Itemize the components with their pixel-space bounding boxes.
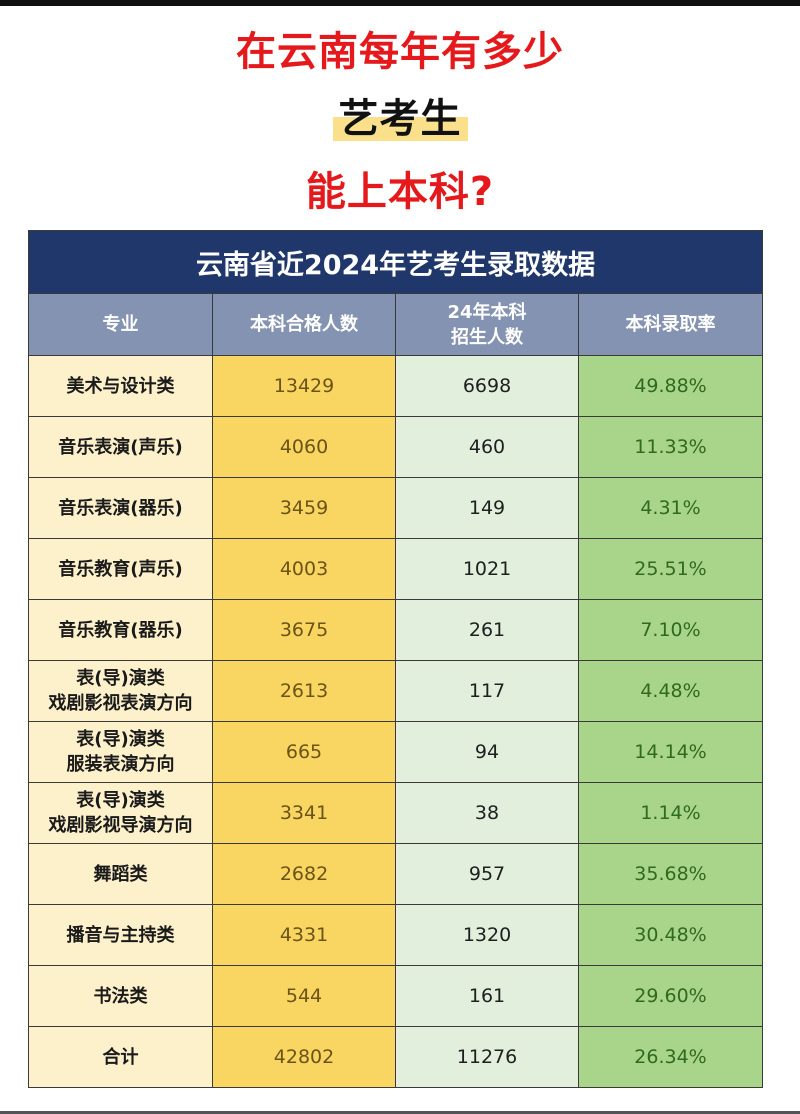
cell-enrolled: 460 bbox=[395, 416, 579, 478]
cell-qualified: 3675 bbox=[212, 599, 396, 661]
table-row: 音乐表演(器乐) 3459 149 4.31% bbox=[28, 477, 764, 539]
header-qualified: 本科合格人数 bbox=[212, 293, 396, 356]
cell-major: 书法类 bbox=[28, 965, 213, 1027]
header-enrolled: 24年本科 招生人数 bbox=[395, 293, 579, 356]
cell-rate: 25.51% bbox=[577, 538, 764, 600]
table-row: 表(导)演类 服装表演方向 665 94 14.14% bbox=[28, 721, 764, 783]
table-body: 美术与设计类 13429 6698 49.88% 音乐表演(声乐) 4060 460 11.3… bbox=[28, 355, 764, 1088]
header-enrolled-line2: 招生人数 bbox=[451, 326, 523, 348]
table-row: 书法类 544 161 29.60% bbox=[28, 965, 764, 1027]
table-row: 音乐教育(声乐) 4003 1021 25.51% bbox=[28, 538, 764, 600]
cell-qualified: 4060 bbox=[212, 416, 396, 478]
cell-enrolled: 149 bbox=[395, 477, 579, 539]
cell-major: 表(导)演类 服装表演方向 bbox=[28, 721, 213, 783]
major-line1: 音乐教育(器乐) bbox=[58, 619, 183, 641]
cell-qualified: 3341 bbox=[212, 782, 396, 844]
major-line1: 合计 bbox=[102, 1046, 139, 1068]
major-line1: 舞蹈类 bbox=[93, 863, 148, 885]
cell-enrolled: 1320 bbox=[395, 904, 579, 966]
major-line1: 美术与设计类 bbox=[66, 375, 175, 397]
cell-major: 合计 bbox=[28, 1026, 213, 1088]
cell-enrolled: 94 bbox=[395, 721, 579, 783]
cell-qualified: 42802 bbox=[212, 1026, 396, 1088]
admission-data-table: 云南省近2024年艺考生录取数据 专业 本科合格人数 24年本科 招生人数 本科… bbox=[27, 230, 764, 1088]
headline-line-2: 艺考生 bbox=[0, 97, 800, 149]
bottom-border bbox=[0, 1111, 800, 1114]
cell-rate: 11.33% bbox=[577, 416, 764, 478]
cell-qualified: 2682 bbox=[212, 843, 396, 905]
major-line1: 表(导)演类 bbox=[76, 790, 165, 811]
table-row: 舞蹈类 2682 957 35.68% bbox=[28, 843, 764, 905]
cell-rate: 30.48% bbox=[577, 904, 764, 966]
table-row: 美术与设计类 13429 6698 49.88% bbox=[28, 355, 764, 417]
table-row: 合计 42802 11276 26.34% bbox=[28, 1026, 764, 1088]
cell-enrolled: 6698 bbox=[395, 355, 579, 417]
cell-rate: 7.10% bbox=[577, 599, 764, 661]
major-line2: 服装表演方向 bbox=[66, 754, 175, 775]
cell-qualified: 4331 bbox=[212, 904, 396, 966]
cell-qualified: 544 bbox=[212, 965, 396, 1027]
cell-qualified: 2613 bbox=[212, 660, 396, 722]
cell-qualified: 665 bbox=[212, 721, 396, 783]
major-line1: 音乐教育(声乐) bbox=[58, 558, 183, 580]
cell-major: 美术与设计类 bbox=[28, 355, 213, 417]
cell-enrolled: 117 bbox=[395, 660, 579, 722]
table-header-row: 专业 本科合格人数 24年本科 招生人数 本科录取率 bbox=[28, 293, 764, 356]
cell-major: 表(导)演类戏剧影视表演方向 bbox=[28, 660, 213, 722]
major-line1: 表(导)演类 bbox=[76, 729, 165, 750]
table-row: 表(导)演类 戏剧影视表演方向 2613 117 4.48% bbox=[28, 660, 764, 722]
header-rate: 本科录取率 bbox=[577, 293, 764, 356]
headline-line-3: 能上本科? bbox=[305, 169, 495, 215]
cell-rate: 49.88% bbox=[577, 355, 764, 417]
cell-qualified: 13429 bbox=[212, 355, 396, 417]
major-line1: 音乐表演(器乐) bbox=[58, 497, 183, 519]
table-row: 音乐教育(器乐) 3675 261 7.10% bbox=[28, 599, 764, 661]
cell-rate: 35.68% bbox=[577, 843, 764, 905]
cell-rate: 14.14% bbox=[577, 721, 764, 783]
table-row: 表(导)演类 戏剧影视导演方向 3341 38 1.14% bbox=[28, 782, 764, 844]
major-line1: 表(导)演类 bbox=[76, 668, 165, 689]
major-line1: 书法类 bbox=[93, 985, 148, 1007]
cell-major: 音乐教育(声乐) bbox=[28, 538, 213, 600]
major-line2: 戏剧影视表演方向 bbox=[48, 693, 193, 714]
table-row: 播音与主持类 4331 1320 30.48% bbox=[28, 904, 764, 966]
cell-rate: 26.34% bbox=[577, 1026, 764, 1088]
cell-enrolled: 161 bbox=[395, 965, 579, 1027]
headline-highlight: 艺考生 bbox=[332, 97, 468, 141]
cell-enrolled: 11276 bbox=[395, 1026, 579, 1088]
major-line2: 戏剧影视导演方向 bbox=[48, 815, 193, 836]
cell-enrolled: 38 bbox=[395, 782, 579, 844]
cell-enrolled: 261 bbox=[395, 599, 579, 661]
cell-enrolled: 957 bbox=[395, 843, 579, 905]
table-title: 云南省近2024年艺考生录取数据 bbox=[27, 230, 764, 294]
major-line1: 播音与主持类 bbox=[66, 924, 175, 946]
header-major: 专业 bbox=[28, 293, 213, 356]
table-row: 音乐表演(声乐) 4060 460 11.33% bbox=[28, 416, 764, 478]
cell-major: 播音与主持类 bbox=[28, 904, 213, 966]
cell-major: 舞蹈类 bbox=[28, 843, 213, 905]
cell-rate: 4.48% bbox=[577, 660, 764, 722]
cell-major: 音乐教育(器乐) bbox=[28, 599, 213, 661]
major-line1: 音乐表演(声乐) bbox=[58, 436, 183, 458]
cell-major: 音乐表演(声乐) bbox=[28, 416, 213, 478]
cell-rate: 1.14% bbox=[577, 782, 764, 844]
table-title-row: 云南省近2024年艺考生录取数据 bbox=[27, 230, 764, 294]
cell-major: 表(导)演类戏剧影视导演方向 bbox=[28, 782, 213, 844]
cell-major: 音乐表演(器乐) bbox=[28, 477, 213, 539]
cell-rate: 4.31% bbox=[577, 477, 764, 539]
cell-qualified: 3459 bbox=[212, 477, 396, 539]
cell-enrolled: 1021 bbox=[395, 538, 579, 600]
headline-line-1: 在云南每年有多少 bbox=[236, 29, 564, 75]
top-border bbox=[0, 0, 800, 6]
header-enrolled-line1: 24年本科 bbox=[447, 301, 527, 323]
cell-qualified: 4003 bbox=[212, 538, 396, 600]
cell-rate: 29.60% bbox=[577, 965, 764, 1027]
